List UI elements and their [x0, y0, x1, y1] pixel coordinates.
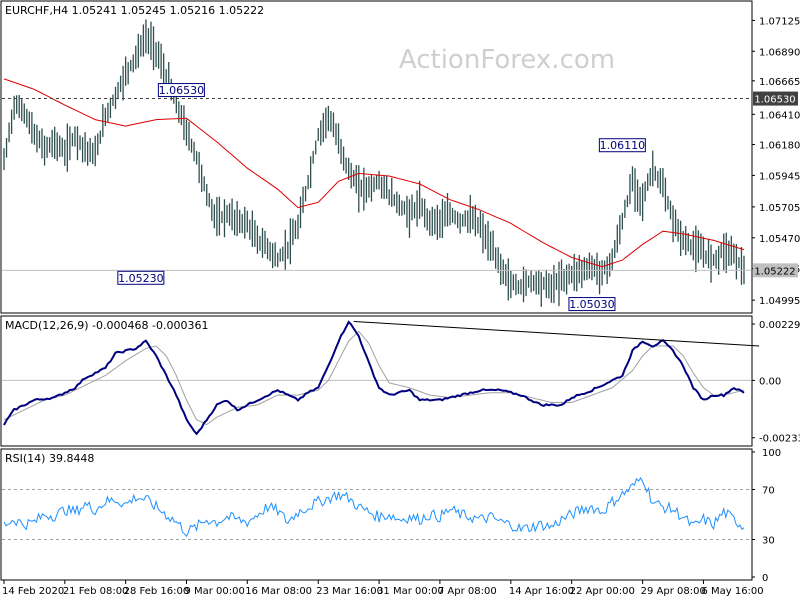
- price-callout: 1.05030: [568, 297, 616, 312]
- current-price-tag: 1.05222: [753, 263, 798, 278]
- x-tick-label: 31 Mar 00:00: [377, 586, 444, 597]
- callout-box: [157, 83, 205, 98]
- x-tick-label: 9 Mar 00:00: [184, 586, 244, 597]
- price-title: EURCHF,H4 1.05241 1.05245 1.05216 1.0522…: [5, 4, 264, 17]
- moving-average-line: [3, 78, 745, 268]
- price-y-tick-label: 1.05945: [759, 171, 800, 182]
- x-tick-label: 22 Apr 00:00: [570, 586, 635, 597]
- macd-y-tick-label: 0.00: [759, 376, 781, 387]
- rsi-y-tick-label: 100: [762, 448, 781, 459]
- macd-line: [3, 320, 745, 436]
- price-callout: 1.05230: [117, 270, 165, 285]
- x-tick-label: 7 Apr 08:00: [438, 586, 497, 597]
- macd-panel-frame: [0, 315, 753, 447]
- current-price-tag-box: [753, 263, 798, 278]
- callout-box: [598, 138, 646, 153]
- price-layer: 1.06530 1.05230 1.06110 1.05030: [2, 19, 751, 312]
- current-price-tag-label: 1.05222: [754, 266, 795, 277]
- price-y-tick-label: 1.06665: [759, 77, 800, 88]
- callout-label: 1.05230: [118, 272, 164, 285]
- price-y-tick-label: 1.06410: [759, 110, 800, 121]
- callout-box: [117, 270, 165, 285]
- macd-y-tick-label: -0.002336: [759, 434, 800, 445]
- axis-layer: 1.07125 1.06890 1.06665 1.06410 1.06180 1.059…: [2, 16, 800, 597]
- rsi-line: [3, 477, 745, 538]
- callout-label: 1.06110: [600, 139, 646, 152]
- rsi-y-tick-label: 0: [762, 573, 768, 584]
- x-tick-label: 14 Apr 16:00: [509, 586, 574, 597]
- rsi-y-tick-label: 30: [762, 536, 775, 547]
- price-y-tick-label: 1.05705: [759, 203, 800, 214]
- price-y-tick-label: 1.06890: [759, 47, 800, 58]
- rsi-panel-frame: [0, 448, 753, 581]
- macd-trendline: [353, 320, 760, 347]
- level-tag-label: 1.06530: [754, 95, 795, 106]
- macd-layer: [2, 320, 760, 436]
- x-tick-label: 6 May 16:00: [701, 586, 763, 597]
- rsi-title: RSI(14) 39.8448: [5, 452, 94, 465]
- price-y-tick-label: 1.05470: [759, 234, 800, 245]
- level-tag: 1.06530: [753, 91, 798, 106]
- price-y-tick-label: 1.07125: [759, 16, 800, 27]
- price-y-tick-label: 1.06180: [759, 141, 800, 152]
- x-tick-label: 23 Mar 16:00: [316, 586, 383, 597]
- macd-signal-line: [3, 330, 745, 426]
- level-tag-box: [753, 91, 798, 106]
- x-tick-label: 14 Feb 2020: [2, 586, 64, 597]
- callout-box: [568, 297, 616, 312]
- price-y-tick-label: 1.04995: [759, 296, 800, 307]
- x-tick-label: 21 Feb 08:00: [63, 586, 129, 597]
- x-tick-label: 16 Mar 08:00: [245, 586, 312, 597]
- callout-label: 1.06530: [159, 84, 205, 97]
- watermark: ActionForex.com: [399, 45, 615, 75]
- price-panel-frame: [0, 0, 753, 314]
- macd-y-tick-label: 0.002297: [759, 320, 800, 331]
- x-tick-label: 29 Apr 08:00: [641, 586, 706, 597]
- x-tick-label: 28 Feb 16:00: [124, 586, 190, 597]
- macd-title: MACD(12,26,9) -0.000468 -0.000361: [5, 319, 208, 332]
- rsi-layer: [2, 477, 751, 540]
- price-callout: 1.06110: [598, 138, 646, 153]
- price-callout: 1.06530: [157, 83, 205, 98]
- callout-label: 1.05030: [569, 298, 615, 311]
- rsi-y-tick-label: 70: [762, 486, 775, 497]
